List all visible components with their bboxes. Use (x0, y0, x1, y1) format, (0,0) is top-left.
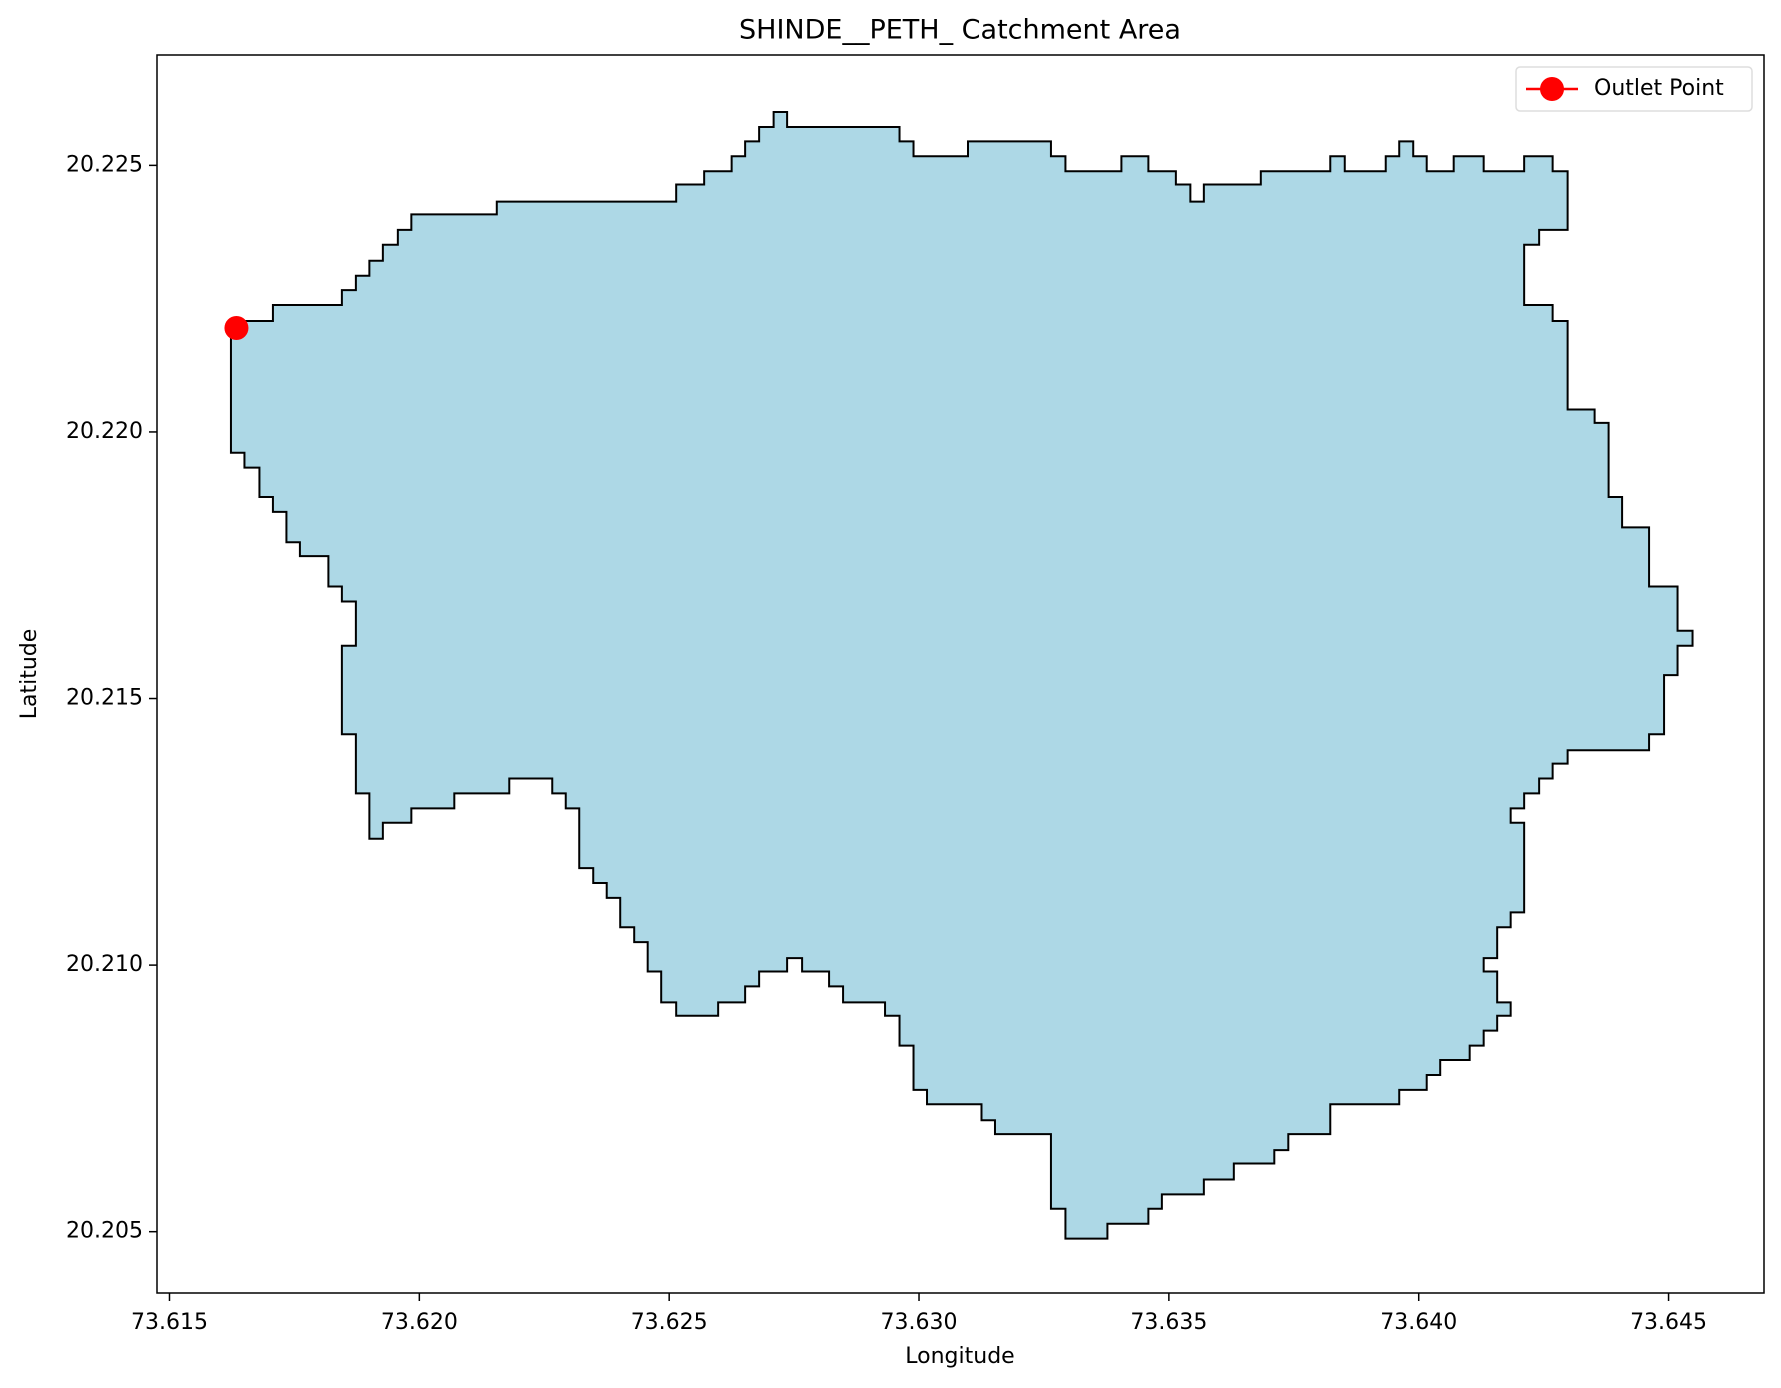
x-tick-label: 73.615 (131, 1310, 208, 1335)
y-tick-label: 20.225 (66, 152, 143, 177)
catchment-area (229, 111, 1694, 1240)
y-axis-label: Latitude (17, 629, 42, 720)
y-tick-label: 20.205 (66, 1219, 143, 1244)
x-tick-label: 73.630 (881, 1310, 958, 1335)
legend-marker (1540, 77, 1564, 101)
y-tick-label: 20.210 (66, 952, 143, 977)
legend: Outlet Point (1515, 66, 1753, 112)
x-tick-label: 73.635 (1130, 1310, 1207, 1335)
x-tick-label: 73.640 (1380, 1310, 1457, 1335)
y-tick-label: 20.215 (66, 686, 143, 711)
y-tick-label: 20.220 (66, 419, 143, 444)
chart-title: SHINDE__PETH_ Catchment Area (739, 15, 1181, 46)
x-axis-label: Longitude (905, 1344, 1014, 1369)
x-tick-label: 73.620 (381, 1310, 458, 1335)
legend-label: Outlet Point (1594, 76, 1724, 101)
x-tick-label: 73.625 (631, 1310, 708, 1335)
legend-box (1515, 66, 1753, 112)
plot-frame (156, 54, 1765, 1294)
x-tick-label: 73.645 (1630, 1310, 1707, 1335)
outlet-point (224, 315, 249, 340)
